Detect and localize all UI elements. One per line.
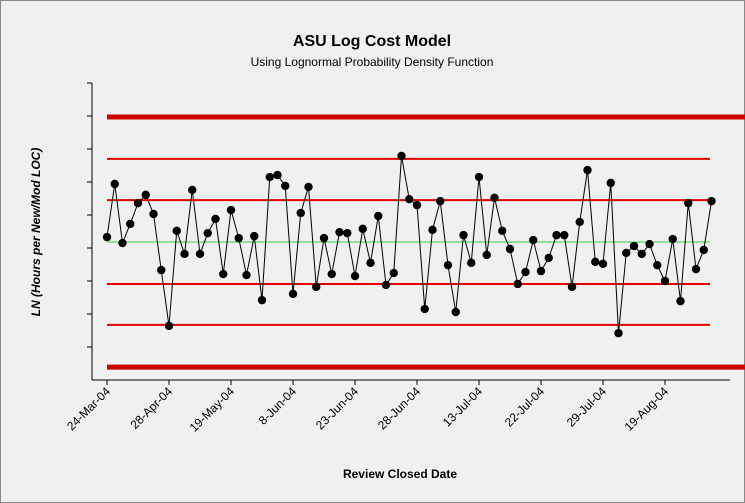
data-point xyxy=(265,172,274,182)
data-point xyxy=(443,260,453,270)
data-point xyxy=(420,304,429,314)
data-point xyxy=(660,276,670,286)
data-point xyxy=(327,269,336,279)
data-point xyxy=(273,170,282,180)
data-point xyxy=(459,230,468,240)
data-point xyxy=(676,296,685,306)
data-point xyxy=(474,172,484,182)
data-point xyxy=(296,208,305,218)
data-point xyxy=(319,233,329,243)
data-point xyxy=(350,271,360,281)
data-point xyxy=(567,282,577,292)
data-point xyxy=(521,267,530,277)
data-point xyxy=(242,270,251,280)
data-point xyxy=(164,321,174,331)
data-point xyxy=(234,233,243,243)
data-point xyxy=(668,234,677,244)
data-point xyxy=(622,248,631,258)
data-point xyxy=(560,230,569,240)
data-point xyxy=(110,179,119,189)
data-point xyxy=(195,249,205,259)
data-point xyxy=(180,249,189,259)
data-point xyxy=(374,211,383,221)
data-point xyxy=(699,245,708,255)
data-point xyxy=(211,214,220,224)
data-point xyxy=(629,241,639,251)
data-point xyxy=(614,328,623,338)
data-point xyxy=(536,266,546,276)
data-point xyxy=(436,196,445,206)
chart-subtitle: Using Lognormal Probability Density Func… xyxy=(251,55,494,69)
data-point xyxy=(188,185,197,195)
data-point xyxy=(451,307,460,317)
data-point xyxy=(126,219,135,229)
data-point xyxy=(358,224,367,234)
data-point xyxy=(575,217,584,227)
data-point xyxy=(343,228,352,238)
data-point xyxy=(498,226,507,236)
y-axis-label: LN (Hours per New/Mod LOC) xyxy=(29,148,43,317)
data-point xyxy=(381,280,391,290)
data-point xyxy=(467,258,476,268)
data-point xyxy=(133,198,143,208)
data-point xyxy=(157,265,166,275)
data-point xyxy=(490,193,499,203)
data-point xyxy=(505,244,515,254)
data-point xyxy=(583,165,592,175)
data-point xyxy=(257,295,267,305)
data-point xyxy=(653,260,662,270)
data-point xyxy=(102,232,112,242)
data-point xyxy=(684,198,693,208)
data-point xyxy=(366,258,375,268)
chart-title: ASU Log Cost Model xyxy=(293,33,451,50)
data-point xyxy=(412,200,422,210)
data-point xyxy=(335,227,344,237)
data-point xyxy=(606,178,615,188)
data-point xyxy=(598,259,608,269)
data-point xyxy=(203,228,212,238)
data-point xyxy=(389,268,398,278)
data-point xyxy=(428,225,437,235)
data-point xyxy=(513,279,522,289)
data-point xyxy=(405,194,414,204)
data-point xyxy=(172,226,181,236)
data-point xyxy=(397,151,406,161)
data-point xyxy=(281,181,290,191)
data-point xyxy=(118,238,127,248)
data-point xyxy=(482,250,491,260)
data-point xyxy=(544,253,553,263)
data-point xyxy=(591,257,600,267)
x-axis-label: Review Closed Date xyxy=(343,467,457,481)
data-point xyxy=(637,249,646,259)
data-point xyxy=(552,230,561,240)
data-point xyxy=(707,196,716,206)
data-point xyxy=(691,264,701,274)
data-point xyxy=(219,269,228,279)
data-point xyxy=(288,289,298,299)
data-point xyxy=(141,190,150,200)
data-point xyxy=(529,235,538,245)
data-point xyxy=(312,282,321,292)
data-point xyxy=(645,239,654,249)
data-point xyxy=(149,209,158,219)
data-point xyxy=(226,205,236,215)
data-point xyxy=(304,182,313,192)
data-point xyxy=(250,231,259,241)
